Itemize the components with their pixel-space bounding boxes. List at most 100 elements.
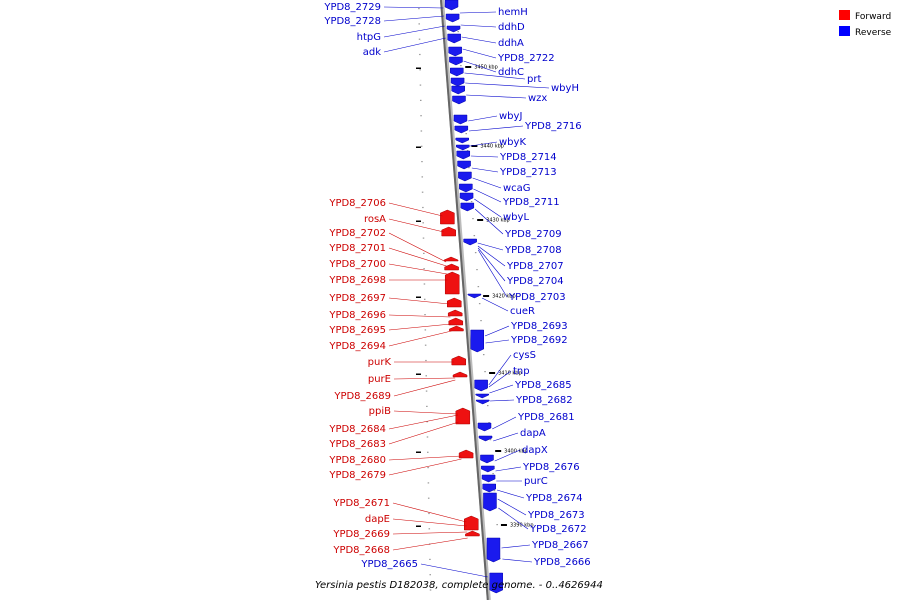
track-dot (427, 497, 430, 499)
reverse-gene (475, 393, 489, 399)
track-dot (474, 252, 477, 254)
track-dot (465, 133, 468, 135)
forward-gene-label: YPD8_2668 (332, 545, 390, 556)
track-dot (420, 115, 422, 117)
reverse-gene (452, 95, 466, 105)
forward-leader-line (388, 458, 462, 476)
ruler-tick-left (416, 220, 421, 222)
reverse-gene-label: YPD8_2674 (525, 493, 583, 504)
reverse-gene-label: YPD8_2682 (515, 395, 573, 406)
reverse-leader-line (473, 188, 502, 203)
track-dot (421, 191, 424, 193)
reverse-gene (467, 293, 482, 299)
track-dot (419, 99, 422, 101)
legend-reverse-label: Reverse (855, 28, 892, 38)
forward-leader-line (393, 379, 456, 397)
ruler-tick-left (416, 373, 421, 375)
genome-backbone (418, 0, 502, 600)
genome-caption: Yersinia pestis D182038, complete genome… (315, 580, 603, 591)
reverse-leader-line (490, 399, 515, 402)
forward-leader-line (392, 518, 467, 527)
reverse-gene-label: YPD8_2711 (502, 197, 560, 208)
reverse-gene (480, 454, 494, 464)
reverse-gene (483, 492, 497, 512)
reverse-leader-line (470, 141, 498, 147)
ruler-tick-left (416, 451, 421, 453)
reverse-gene (450, 67, 464, 77)
track-dot (423, 252, 425, 254)
reverse-leader-line (496, 489, 525, 499)
forward-gene-label: YPD8_2696 (328, 310, 386, 321)
reverse-leader-line (420, 563, 488, 578)
forward-gene (458, 449, 474, 459)
track-dot (492, 473, 494, 475)
reverse-gene-label: purC (524, 476, 548, 487)
track-dot (425, 359, 427, 362)
forward-gene-label: YPD8_2671 (332, 498, 390, 509)
reverse-leader-line (498, 507, 529, 530)
forward-gene-label: YPD8_2700 (328, 259, 386, 270)
forward-gene (440, 209, 455, 225)
reverse-leader-line (468, 125, 524, 132)
track-dot (489, 439, 492, 441)
ruler-tick-label: 3410 kbp (498, 371, 522, 377)
reverse-gene-label: wzx (528, 93, 547, 104)
reverse-leader-line (468, 115, 498, 122)
ruler-tick-label: 3420 kbp (492, 294, 516, 300)
forward-gene-label: YPD8_2701 (328, 243, 386, 254)
reverse-gene-label: wcaG (503, 183, 531, 194)
track-dot (493, 490, 496, 492)
reverse-leader-line (383, 25, 445, 38)
reverse-gene-label: YPD8_2713 (499, 167, 557, 178)
forward-leader-line (388, 247, 447, 267)
legend-reverse-swatch (839, 26, 850, 36)
reverse-gene-label: htpG (357, 32, 381, 43)
reverse-gene-label: wbyJ (499, 111, 522, 122)
reverse-gene (486, 537, 501, 563)
forward-gene-label: YPD8_2689 (333, 391, 391, 402)
forward-leader-line (393, 410, 458, 415)
forward-leader-line (388, 414, 459, 430)
reverse-leader-line (461, 36, 497, 44)
ruler-tick-left (416, 296, 421, 298)
track-dot (419, 53, 421, 56)
reverse-gene (453, 114, 468, 125)
gene-labels: YPD8_2729 YPD8_2728 htpG adk hemH ddhD ddhA YPD… (323, 2, 590, 570)
ruler-tick-mark (477, 219, 484, 221)
reverse-gene (455, 137, 470, 144)
reverse-gene-label: YPD8_2704 (506, 276, 564, 287)
forward-leader-line (388, 232, 447, 263)
reverse-leader-line (477, 242, 504, 251)
reverse-gene (481, 465, 495, 473)
reverse-leader-line (484, 325, 510, 337)
reverse-leader-line (502, 558, 533, 563)
reverse-gene (489, 572, 503, 594)
track-dot (425, 375, 428, 377)
forward-leader-line (388, 218, 444, 233)
reverse-gene-label: cueR (510, 306, 535, 317)
reverse-gene-label: YPD8_2667 (531, 540, 589, 551)
reverse-gene-label: tnp (513, 366, 530, 377)
track-dot (428, 528, 431, 530)
reverse-gene (474, 379, 488, 392)
track-dot (423, 283, 426, 285)
backbone-line (440, 0, 489, 600)
reverse-gene-label: YPD8_2714 (499, 152, 557, 163)
track-dot (421, 176, 424, 178)
label-leader-lines (383, 6, 550, 578)
reverse-gene (481, 474, 496, 483)
reverse-gene-label: YPD8_2728 (323, 16, 381, 27)
reverse-leader-line (501, 544, 531, 549)
ruler-tick-mark (489, 372, 496, 374)
track-dot (468, 167, 470, 169)
reverse-gene (444, 0, 459, 11)
track-dot (424, 314, 426, 316)
forward-gene (446, 297, 462, 308)
forward-gene (452, 371, 468, 378)
reverse-gene-label: ddhC (498, 67, 524, 78)
track-dot (427, 482, 430, 484)
reverse-leader-line (470, 155, 499, 158)
ruler-tick-left (416, 525, 421, 527)
reverse-leader-line (383, 15, 445, 22)
